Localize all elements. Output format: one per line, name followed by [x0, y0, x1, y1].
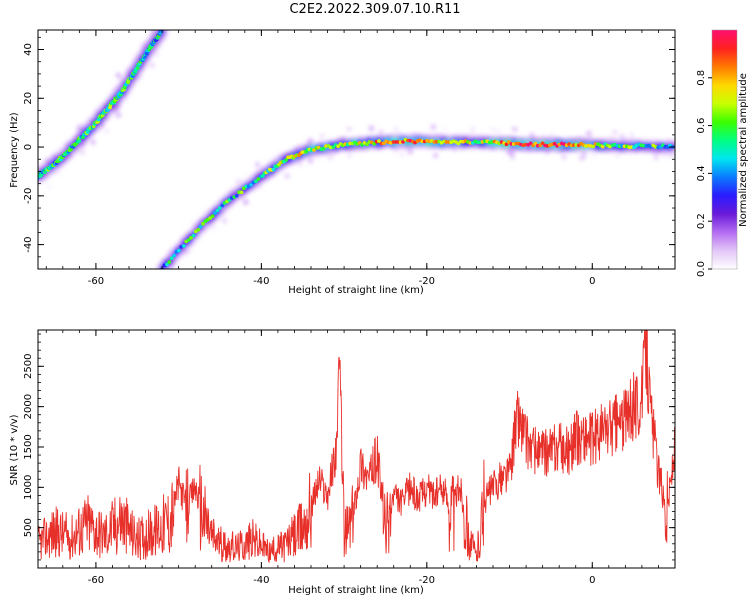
spectrogram-panel: -60 -40 -20 0 -40 -20 0 20 40 Height of straight…: [9, 29, 676, 296]
snr-x-tick-label: 0: [589, 575, 595, 586]
colorbar-tick-label: 0.2: [696, 213, 707, 229]
snr-y-tick-label: 1000: [23, 475, 34, 500]
snr-x-tick-label: -60: [88, 575, 104, 586]
snr-series-line: [38, 330, 675, 563]
snr-panel: -60 -40 -20 0 500 1000 1500 2000 2500 Height of …: [9, 329, 676, 596]
chart-title: C2E2.2022.309.07.10.R11: [289, 2, 461, 17]
snr-frame: [37, 329, 676, 569]
spectrogram-trace-2: [154, 124, 675, 269]
spectrogram-y-tick-label: -40: [23, 236, 34, 252]
colorbar-tick-label: 0.8: [696, 70, 707, 86]
colorbar-label: Normalized spectral amplitude: [738, 73, 749, 227]
colorbar-tick-label: 0.4: [696, 165, 707, 181]
snr-y-tick-label: 1500: [23, 434, 34, 459]
snr-x-tick-label: -20: [419, 575, 435, 586]
spectrogram-x-axis-label: Height of straight line (km): [288, 285, 424, 296]
spectrogram-y-tick-label: 0: [23, 144, 34, 150]
colorbar-ticks: 0.0 0.2 0.4 0.6 0.8: [696, 70, 712, 277]
spectrogram-trace-1: [38, 30, 170, 189]
spectrogram-y-tick-label: 20: [23, 92, 34, 105]
spectrogram-x-tick-label: -20: [419, 276, 435, 287]
colorbar-gradient: [712, 30, 737, 269]
spectrogram-x-tick-label: -40: [253, 276, 269, 287]
spectrogram-y-tick-label: -20: [23, 188, 34, 204]
colorbar-tick-label: 0.0: [696, 261, 707, 277]
spectrogram-x-tick-label: 0: [589, 276, 595, 287]
spectrogram-traces: [38, 30, 675, 269]
spectrogram-frame: [37, 29, 676, 270]
snr-y-axis-label: SNR (10 * v/v): [9, 414, 20, 485]
spectrogram-y-tick-label: 40: [23, 43, 34, 56]
colorbar-tick-label: 0.6: [696, 118, 707, 134]
snr-y-tick-label: 2500: [23, 354, 34, 379]
spectrogram-ticks: -60 -40 -20 0 -40 -20 0 20 40: [23, 30, 676, 287]
spectrogram-y-axis-label: Frequency (Hz): [9, 112, 20, 188]
snr-x-tick-label: -40: [253, 575, 269, 586]
snr-x-axis-label: Height of straight line (km): [288, 585, 424, 596]
spectrogram-x-tick-label: -60: [88, 276, 104, 287]
snr-y-tick-label: 500: [23, 518, 34, 537]
snr-y-tick-label: 2000: [23, 394, 34, 419]
colorbar: 0.0 0.2 0.4 0.6 0.8 Normalized spectral ampl…: [696, 29, 749, 277]
snr-ticks: -60 -40 -20 0 500 1000 1500 2000 2500: [23, 330, 676, 586]
